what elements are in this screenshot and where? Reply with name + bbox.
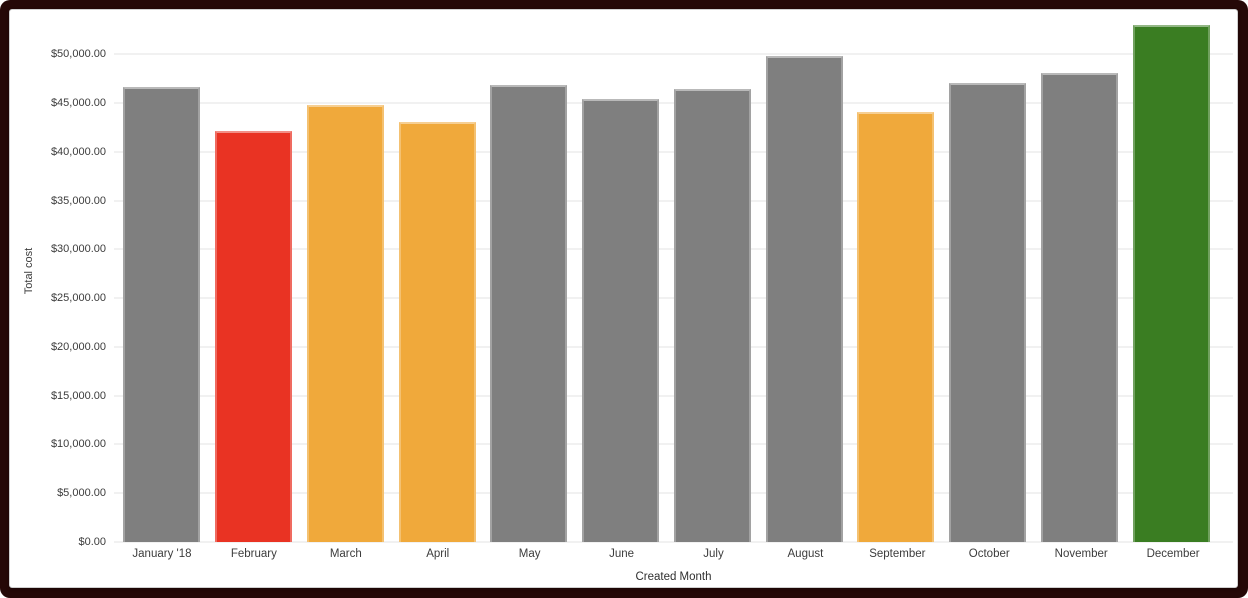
bar-slot	[1034, 73, 1126, 542]
bar-january-18[interactable]	[123, 87, 201, 542]
gridline	[114, 394, 1233, 397]
gridline	[114, 248, 1233, 251]
y-tick-label: $25,000.00	[50, 292, 106, 305]
y-tick-label: $35,000.00	[50, 194, 106, 207]
bar-slot	[391, 122, 483, 542]
bar-slot	[758, 56, 850, 542]
bar-march[interactable]	[306, 105, 384, 542]
bar-slot	[667, 89, 759, 542]
chart-card: Total cost $0.00 $5,000.00 $10,000.00 $15,0…	[9, 9, 1238, 588]
y-tick-label: $40,000.00	[50, 145, 106, 158]
gridline	[114, 492, 1233, 495]
gridline	[114, 541, 1233, 543]
x-tick-label: June	[609, 548, 635, 560]
y-tick-label: $45,000.00	[50, 97, 106, 110]
bar-slot	[208, 131, 300, 542]
gridline	[114, 443, 1233, 446]
bar-slot	[850, 112, 942, 542]
gridline	[114, 150, 1233, 153]
x-tick-label: December	[1146, 548, 1200, 560]
y-tick-label: $5,000.00	[57, 487, 106, 500]
x-axis-labels: January '18 February March April May June July…	[116, 548, 1219, 560]
bar-may[interactable]	[490, 85, 568, 542]
bar-october[interactable]	[949, 83, 1027, 542]
plot-area	[114, 10, 1233, 543]
bar-september[interactable]	[857, 112, 935, 542]
gridline	[114, 199, 1233, 202]
x-tick-label: February	[230, 548, 277, 560]
x-tick-label: May	[518, 548, 541, 560]
bar-slot	[116, 87, 208, 542]
bar-slot	[483, 85, 575, 542]
bar-slot	[942, 83, 1034, 542]
y-tick-label: $20,000.00	[50, 340, 106, 353]
gridline	[114, 53, 1233, 56]
y-tick-label: $50,000.00	[50, 48, 106, 61]
x-tick-label: March	[329, 548, 362, 560]
gridline	[114, 102, 1233, 105]
bars-row	[116, 10, 1217, 542]
bar-august[interactable]	[765, 56, 843, 542]
bar-april[interactable]	[398, 122, 476, 542]
bar-slot	[300, 105, 392, 542]
y-tick-label: $15,000.00	[50, 389, 106, 402]
x-tick-label: July	[703, 548, 724, 560]
x-tick-label: September	[869, 548, 926, 560]
x-tick-label: October	[968, 548, 1010, 560]
x-tick-label: August	[787, 548, 824, 560]
y-tick-label: $10,000.00	[50, 438, 106, 451]
y-tick-label: $30,000.00	[50, 243, 106, 256]
y-axis-labels: $0.00 $5,000.00 $10,000.00 $15,000.00 $20,00…	[10, 10, 106, 548]
bar-november[interactable]	[1040, 73, 1118, 542]
y-tick-label: $0.00	[78, 536, 106, 548]
x-tick-label: April	[426, 548, 450, 560]
bar-slot	[1125, 25, 1217, 542]
x-tick-label: January '18	[132, 548, 192, 560]
x-axis-title: Created Month	[635, 571, 712, 583]
x-tick-label: November	[1054, 548, 1108, 560]
gridline	[114, 345, 1233, 348]
bar-february[interactable]	[215, 131, 293, 542]
gridline	[114, 297, 1233, 300]
bar-june[interactable]	[582, 99, 660, 542]
bar-december[interactable]	[1132, 25, 1210, 542]
bar-slot	[575, 99, 667, 542]
bar-july[interactable]	[673, 89, 751, 542]
